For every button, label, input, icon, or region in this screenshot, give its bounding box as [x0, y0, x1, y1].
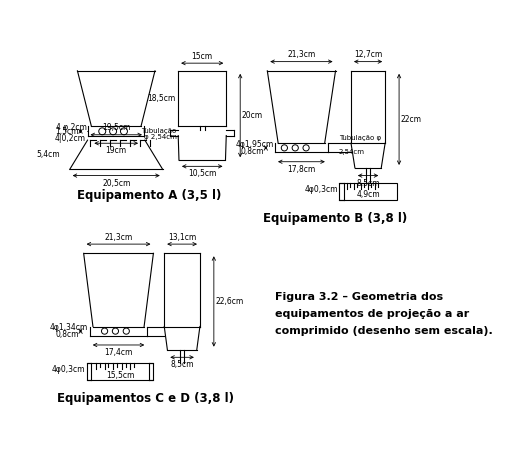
- Text: 4φ1,95cm: 4φ1,95cm: [235, 140, 273, 149]
- Text: 20,5cm: 20,5cm: [102, 179, 131, 188]
- Bar: [87, 363, 153, 380]
- Text: 0,8cm: 0,8cm: [241, 147, 264, 156]
- Bar: [339, 183, 397, 200]
- Text: 12,7cm: 12,7cm: [354, 50, 382, 59]
- Text: Tubulação φ: Tubulação φ: [339, 135, 381, 141]
- Text: 17,8cm: 17,8cm: [288, 165, 315, 174]
- Text: Figura 3.2 – Geometria dos: Figura 3.2 – Geometria dos: [275, 292, 443, 302]
- Text: 22,6cm: 22,6cm: [215, 297, 244, 306]
- Text: 2,54cm: 2,54cm: [339, 150, 365, 155]
- Text: Tubulação
φ 2,54cm: Tubulação φ 2,54cm: [141, 127, 177, 141]
- Text: 18,5cm: 18,5cm: [148, 94, 176, 103]
- Text: 19,5cm: 19,5cm: [102, 124, 131, 133]
- Text: Equipamentos C e D (3,8 l): Equipamentos C e D (3,8 l): [57, 392, 234, 405]
- Text: 15,5cm: 15,5cm: [106, 370, 134, 380]
- Text: 15cm: 15cm: [192, 52, 213, 61]
- Text: 19cm: 19cm: [106, 146, 127, 155]
- Text: 0,8cm: 0,8cm: [55, 331, 79, 340]
- Text: 4φ0,3cm: 4φ0,3cm: [304, 185, 338, 194]
- Text: 4 φ 2cm: 4 φ 2cm: [56, 123, 87, 132]
- Text: 4,9cm: 4,9cm: [356, 190, 380, 200]
- Text: 22cm: 22cm: [401, 115, 422, 124]
- Text: 4φ0,3cm: 4φ0,3cm: [52, 365, 85, 374]
- Text: 4|0,2cm: 4|0,2cm: [55, 134, 86, 143]
- Text: 1,5cm: 1,5cm: [55, 127, 79, 136]
- Text: 21,3cm: 21,3cm: [288, 50, 315, 59]
- Text: 13,1cm: 13,1cm: [168, 233, 196, 242]
- Text: 8,5cm: 8,5cm: [170, 361, 194, 370]
- Text: equipamentos de projeção a ar: equipamentos de projeção a ar: [275, 309, 469, 319]
- Text: Equipamento A (3,5 l): Equipamento A (3,5 l): [77, 189, 221, 202]
- Text: 20cm: 20cm: [242, 111, 263, 120]
- Text: 21,3cm: 21,3cm: [105, 233, 133, 242]
- Text: Equipamento B (3,8 l): Equipamento B (3,8 l): [264, 212, 407, 225]
- Text: 5,4cm: 5,4cm: [36, 150, 59, 159]
- Text: 10,5cm: 10,5cm: [188, 170, 216, 179]
- Text: 8,5cm: 8,5cm: [356, 179, 380, 188]
- Text: 17,4cm: 17,4cm: [104, 348, 133, 357]
- Text: 4φ1,34cm: 4φ1,34cm: [50, 323, 88, 332]
- Text: comprimido (desenho sem escala).: comprimido (desenho sem escala).: [275, 326, 493, 336]
